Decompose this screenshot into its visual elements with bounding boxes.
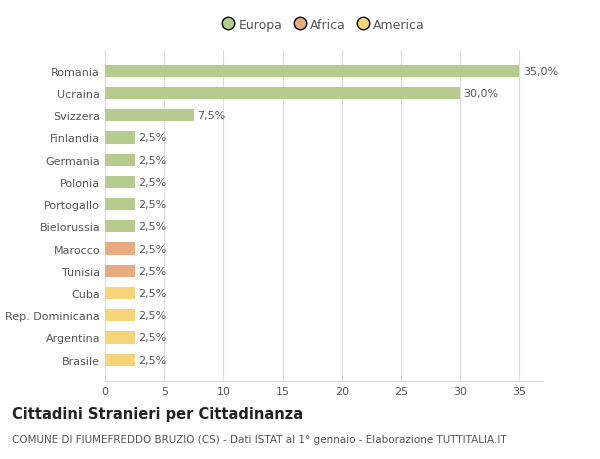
- Bar: [105, 309, 134, 322]
- Text: 2,5%: 2,5%: [138, 155, 166, 165]
- Bar: [105, 88, 460, 100]
- Text: 2,5%: 2,5%: [138, 244, 166, 254]
- Text: 2,5%: 2,5%: [138, 178, 166, 187]
- Bar: [105, 66, 520, 78]
- Bar: [105, 354, 134, 366]
- Bar: [105, 176, 134, 189]
- Bar: [105, 110, 194, 122]
- Text: 30,0%: 30,0%: [464, 89, 499, 99]
- Text: 35,0%: 35,0%: [523, 67, 558, 77]
- Legend: Europa, Africa, America: Europa, Africa, America: [218, 14, 430, 37]
- Bar: [105, 265, 134, 277]
- Bar: [105, 132, 134, 144]
- Bar: [105, 221, 134, 233]
- Text: 7,5%: 7,5%: [197, 111, 226, 121]
- Text: 2,5%: 2,5%: [138, 200, 166, 210]
- Text: 2,5%: 2,5%: [138, 133, 166, 143]
- Text: 2,5%: 2,5%: [138, 355, 166, 365]
- Text: 2,5%: 2,5%: [138, 288, 166, 298]
- Bar: [105, 199, 134, 211]
- Text: COMUNE DI FIUMEFREDDO BRUZIO (CS) - Dati ISTAT al 1° gennaio - Elaborazione TUTT: COMUNE DI FIUMEFREDDO BRUZIO (CS) - Dati…: [12, 434, 506, 444]
- Text: 2,5%: 2,5%: [138, 333, 166, 343]
- Bar: [105, 154, 134, 167]
- Text: 2,5%: 2,5%: [138, 266, 166, 276]
- Bar: [105, 287, 134, 299]
- Text: Cittadini Stranieri per Cittadinanza: Cittadini Stranieri per Cittadinanza: [12, 406, 303, 421]
- Text: 2,5%: 2,5%: [138, 311, 166, 320]
- Bar: [105, 243, 134, 255]
- Bar: [105, 331, 134, 344]
- Text: 2,5%: 2,5%: [138, 222, 166, 232]
